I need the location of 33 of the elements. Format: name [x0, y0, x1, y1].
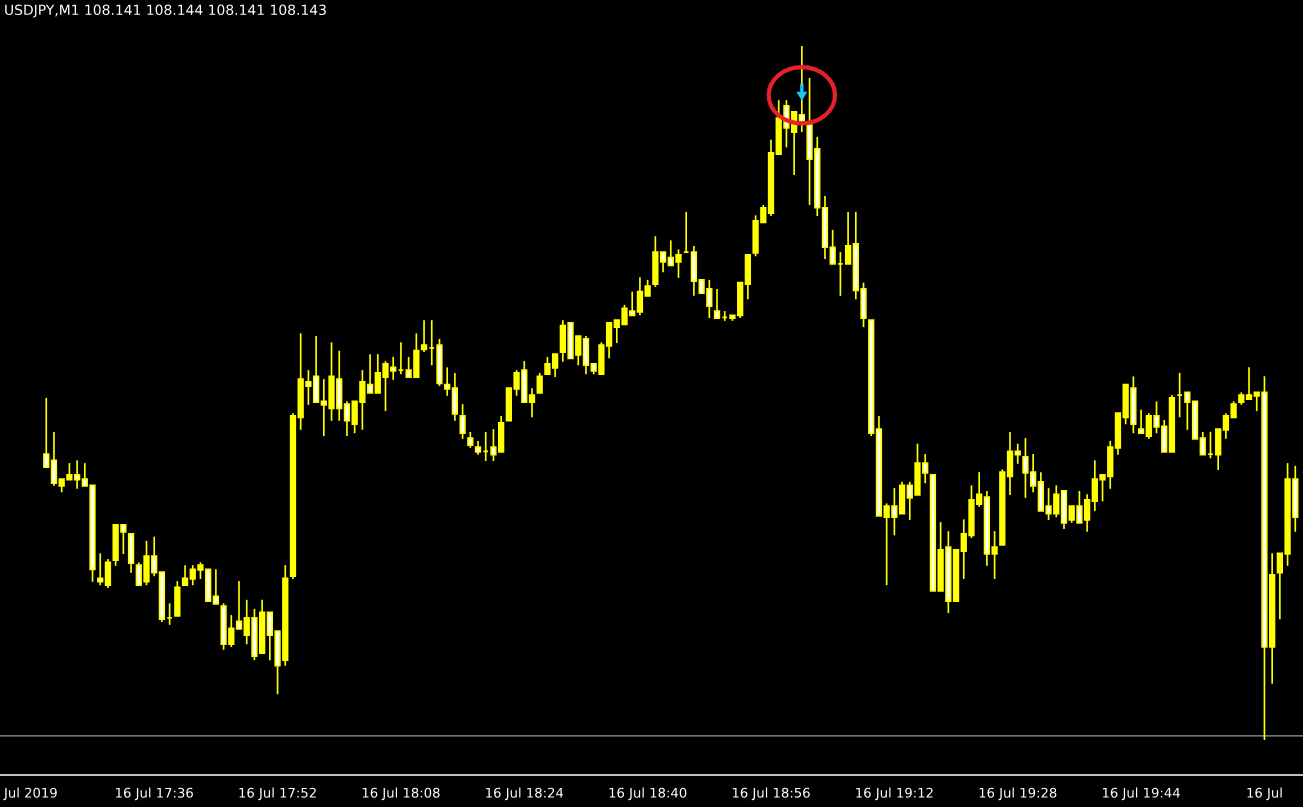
candlestick: [536, 372, 543, 394]
candlestick: [97, 552, 104, 587]
candlestick: [181, 564, 189, 587]
x-tick-label: 16 Jul 17:52: [239, 787, 316, 801]
x-tick-label: 16 Jul 17:36: [116, 787, 193, 801]
x-tick-label: 16 Jul 18:40: [609, 787, 687, 801]
candlestick: [844, 211, 852, 265]
candlestick: [212, 568, 220, 605]
x-tick-label: 16 Jul 18:24: [486, 787, 564, 801]
candlestick: [235, 580, 243, 630]
candlestick: [1137, 408, 1145, 435]
x-tick-label: 16 Jul 19:12: [856, 787, 933, 801]
candlestick: [1199, 431, 1206, 456]
candlestick: [420, 319, 428, 353]
candlestick: [1184, 391, 1191, 431]
x-tick-label: 16 Jul 19:44: [1102, 787, 1180, 801]
chart-title: USDJPY,M1 108.141 108.144 108.141 108.143: [5, 4, 326, 18]
x-tick-label: 16 Jul 19:28: [979, 787, 1057, 801]
candlestick: [1245, 366, 1253, 401]
x-tick-label: 16 Jul 18:08: [362, 787, 440, 801]
candlestick: [528, 387, 536, 419]
x-tick-label: 16 Jul: [1247, 787, 1282, 801]
candlestick: [459, 403, 466, 440]
candlestick: [713, 288, 721, 319]
candlestick: [444, 366, 451, 397]
x-tick-label: Jul 2019: [3, 787, 57, 801]
candlestick: [1014, 442, 1021, 465]
candlestick: [50, 431, 58, 487]
candlestick: [43, 397, 50, 469]
x-tick-label: 16 Jul 18:56: [732, 787, 810, 801]
candlestick: [343, 400, 351, 437]
candlestick: [104, 558, 112, 589]
candlestick: [829, 229, 836, 265]
